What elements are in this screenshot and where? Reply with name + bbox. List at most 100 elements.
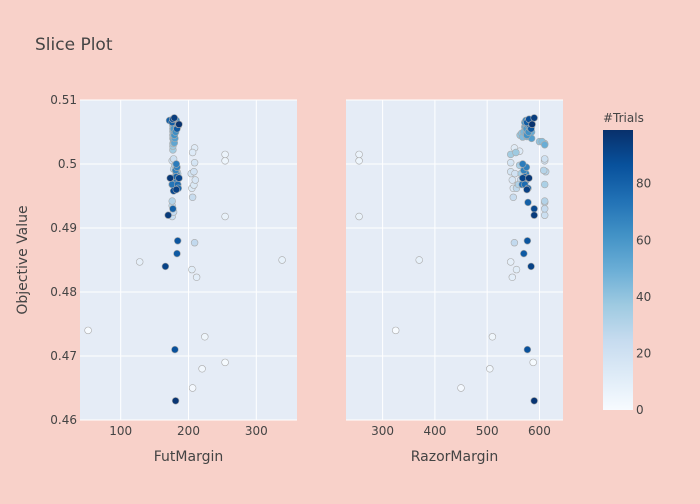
data-point (355, 150, 363, 159)
data-point (192, 273, 201, 281)
colorbar: #Trials 0 20 40 60 80 (603, 111, 651, 417)
plot-area (346, 100, 563, 420)
data-point (508, 176, 516, 184)
data-point (527, 262, 535, 271)
x-tick-label: 100 (109, 424, 132, 438)
data-point (524, 198, 532, 207)
chart-title: Slice Plot (35, 35, 113, 55)
x-tick-label: 400 (423, 424, 446, 438)
data-point (415, 256, 423, 264)
colorbar-tick-label: 60 (636, 233, 651, 247)
data-point (198, 365, 206, 373)
data-point (221, 212, 229, 221)
data-point (190, 239, 199, 247)
data-point (201, 333, 209, 341)
data-point (523, 237, 532, 245)
y-tick-label: 0.47 (50, 349, 77, 363)
data-point (278, 256, 286, 264)
data-point (509, 193, 517, 202)
data-point (161, 262, 170, 271)
y-tick-label: 0.51 (50, 93, 77, 107)
panel-futmargin: 0.46 0.47 0.48 0.49 0.5 0.51 100 200 300 FutMargi… (50, 93, 297, 465)
colorbar-tick-label: 20 (636, 346, 651, 360)
data-point (520, 249, 528, 258)
data-point (528, 120, 536, 129)
data-point (188, 193, 197, 202)
data-point (523, 345, 532, 354)
data-point (188, 384, 197, 392)
data-point (164, 211, 172, 219)
data-point (540, 211, 549, 219)
panel-razormargin: 300 400 500 600 RazorMargin (346, 99, 563, 465)
data-point (507, 159, 515, 167)
x-axis-label: FutMargin (154, 449, 223, 465)
y-tick-label: 0.48 (50, 285, 77, 299)
data-point (174, 237, 182, 245)
colorbar-tick-label: 80 (636, 177, 651, 191)
data-point (170, 114, 179, 122)
x-tick-label: 500 (476, 424, 499, 438)
data-point (530, 211, 538, 219)
data-point (508, 273, 516, 281)
data-point (169, 205, 177, 213)
data-point (190, 159, 199, 167)
y-tick-label: 0.5 (58, 157, 77, 171)
panels-layer: 0.46 0.47 0.48 0.49 0.5 0.51 100 200 300 FutMargi… (50, 93, 563, 465)
colorbar-tick-label: 40 (636, 290, 651, 304)
colorbar-tick-label: 0 (636, 403, 644, 417)
data-point (507, 258, 515, 266)
data-point (486, 365, 494, 373)
data-point (168, 197, 176, 205)
colorbar-title: #Trials (603, 111, 644, 125)
data-point (84, 326, 92, 335)
data-point (512, 265, 521, 274)
data-point (511, 169, 519, 178)
y-tick-label: 0.46 (50, 413, 77, 427)
data-point (523, 185, 531, 194)
x-tick-label: 600 (528, 424, 551, 438)
data-point (136, 258, 144, 266)
data-point (188, 265, 196, 274)
data-point (518, 174, 527, 182)
data-point (172, 160, 181, 168)
data-point (171, 397, 180, 405)
data-point (392, 326, 400, 335)
x-tick-label: 300 (245, 424, 268, 438)
data-point (510, 239, 519, 247)
x-tick-label: 300 (371, 424, 394, 438)
data-point (540, 180, 549, 189)
data-point (540, 155, 549, 163)
data-point (539, 166, 548, 175)
colorbar-gradient (603, 130, 633, 410)
data-point (488, 333, 497, 341)
data-point (173, 249, 181, 258)
data-point (175, 174, 183, 182)
data-point (530, 114, 538, 122)
data-point (529, 358, 537, 367)
x-axis-label: RazorMargin (411, 449, 499, 465)
y-tick-label: 0.49 (50, 221, 77, 235)
data-point (221, 157, 229, 165)
data-point (221, 358, 229, 367)
data-point (175, 120, 183, 129)
data-point (540, 141, 549, 149)
data-point (530, 205, 538, 213)
data-point (518, 160, 527, 168)
data-point (540, 205, 549, 213)
data-point (190, 168, 198, 176)
data-point (191, 176, 200, 184)
data-point (530, 397, 538, 405)
data-point (540, 197, 549, 205)
data-point (355, 212, 363, 221)
y-axis-label: Objective Value (15, 205, 31, 314)
data-point (172, 185, 181, 194)
data-point (457, 384, 465, 392)
data-point (512, 148, 520, 157)
data-point (166, 174, 174, 182)
data-point (221, 150, 229, 159)
x-tick-label: 200 (177, 424, 200, 438)
data-point (355, 157, 363, 165)
data-point (171, 345, 179, 354)
